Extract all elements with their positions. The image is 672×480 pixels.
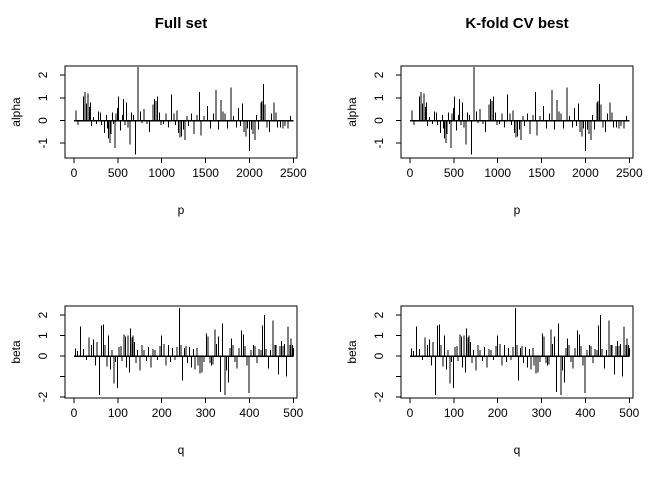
x-tick-label: 500	[108, 166, 128, 180]
x-tick-label: 300	[532, 406, 552, 420]
y-tick-label: 0	[36, 352, 50, 359]
x-tick-label: 0	[71, 406, 78, 420]
y-tick-label: 1	[372, 94, 386, 101]
x-tick-label: 0	[407, 166, 414, 180]
panel-title: Full set	[154, 15, 208, 32]
tick-labels: 0 100 200 300 400 500 -2 0 1 2	[372, 312, 640, 420]
y-tick-label: -2	[36, 391, 50, 402]
tick-labels: 0 500 1000 1500 2000 2500 -1 0 1 2	[36, 71, 307, 180]
x-tick-label: 2000	[572, 166, 599, 180]
x-axis-label: q	[513, 443, 521, 457]
x-axis-label: q	[177, 443, 185, 457]
spikes	[410, 67, 630, 155]
beta-spike-plot: 0 100 200 300 400 500 -2 0 1 2	[372, 305, 640, 420]
axes	[60, 305, 298, 403]
y-tick-label: 1	[372, 332, 386, 339]
x-tick-label: 1000	[148, 166, 175, 180]
x-tick-label: 2500	[616, 166, 643, 180]
x-tick-label: 0	[407, 406, 414, 420]
alpha-spike-plot: 0 500 1000 1500 2000 2500 -1 0 1 2	[36, 65, 307, 180]
panel-full-set-beta: beta q 0 100 200 300 400 500 -2 0 1 2	[0, 240, 336, 480]
beta-spike-plot: 0 100 200 300 400 500 -2 0 1 2	[36, 305, 304, 420]
y-tick-label: 2	[36, 71, 50, 78]
y-tick-label: 0	[36, 117, 50, 124]
x-tick-label: 100	[444, 406, 464, 420]
panel-full-set-alpha: Full set alpha p 0 500 1000 1500 2000 2500 -1 0…	[0, 0, 336, 240]
y-tick-label: 2	[372, 71, 386, 78]
x-tick-label: 200	[152, 406, 172, 420]
axes	[396, 305, 634, 403]
x-tick-label: 500	[619, 406, 639, 420]
x-tick-label: 200	[488, 406, 508, 420]
x-tick-label: 1000	[484, 166, 511, 180]
x-tick-label: 300	[196, 406, 216, 420]
y-tick-label: 1	[36, 94, 50, 101]
plot-box	[400, 65, 634, 159]
tick-labels: 0 100 200 300 400 500 -2 0 1 2	[36, 312, 304, 420]
x-tick-label: 500	[283, 406, 303, 420]
y-tick-label: -2	[372, 391, 386, 402]
panel-kfold-cv-alpha: K-fold CV best alpha p 0 500 1000 1500 2000 2…	[336, 0, 672, 240]
alpha-spike-plot: 0 500 1000 1500 2000 2500 -1 0 1 2	[372, 65, 643, 180]
x-tick-label: 400	[575, 406, 595, 420]
axes	[396, 65, 634, 163]
x-tick-label: 1500	[528, 166, 555, 180]
axes	[60, 65, 298, 163]
x-tick-label: 2500	[280, 166, 307, 180]
x-axis-label: p	[177, 203, 185, 217]
plot-box	[64, 305, 298, 399]
x-tick-label: 2000	[236, 166, 263, 180]
x-tick-label: 500	[444, 166, 464, 180]
spikes	[74, 308, 294, 395]
panel-title: K-fold CV best	[465, 15, 569, 32]
y-tick-label: 0	[372, 117, 386, 124]
x-tick-label: 400	[239, 406, 259, 420]
spikes	[74, 67, 294, 155]
y-tick-label: 2	[372, 312, 386, 319]
x-tick-label: 100	[108, 406, 128, 420]
y-tick-label: 0	[372, 352, 386, 359]
x-tick-label: 1500	[192, 166, 219, 180]
y-tick-label: -1	[372, 138, 386, 149]
y-tick-label: 2	[36, 312, 50, 319]
plot-box	[64, 65, 298, 159]
y-tick-label: -1	[36, 138, 50, 149]
tick-labels: 0 500 1000 1500 2000 2500 -1 0 1 2	[372, 71, 643, 180]
panel-kfold-cv-beta: beta q 0 100 200 300 400 500 -2 0 1 2	[336, 240, 672, 480]
plot-box	[400, 305, 634, 399]
y-tick-label: 1	[36, 332, 50, 339]
spikes	[410, 308, 630, 395]
x-axis-label: p	[513, 203, 521, 217]
x-tick-label: 0	[71, 166, 78, 180]
